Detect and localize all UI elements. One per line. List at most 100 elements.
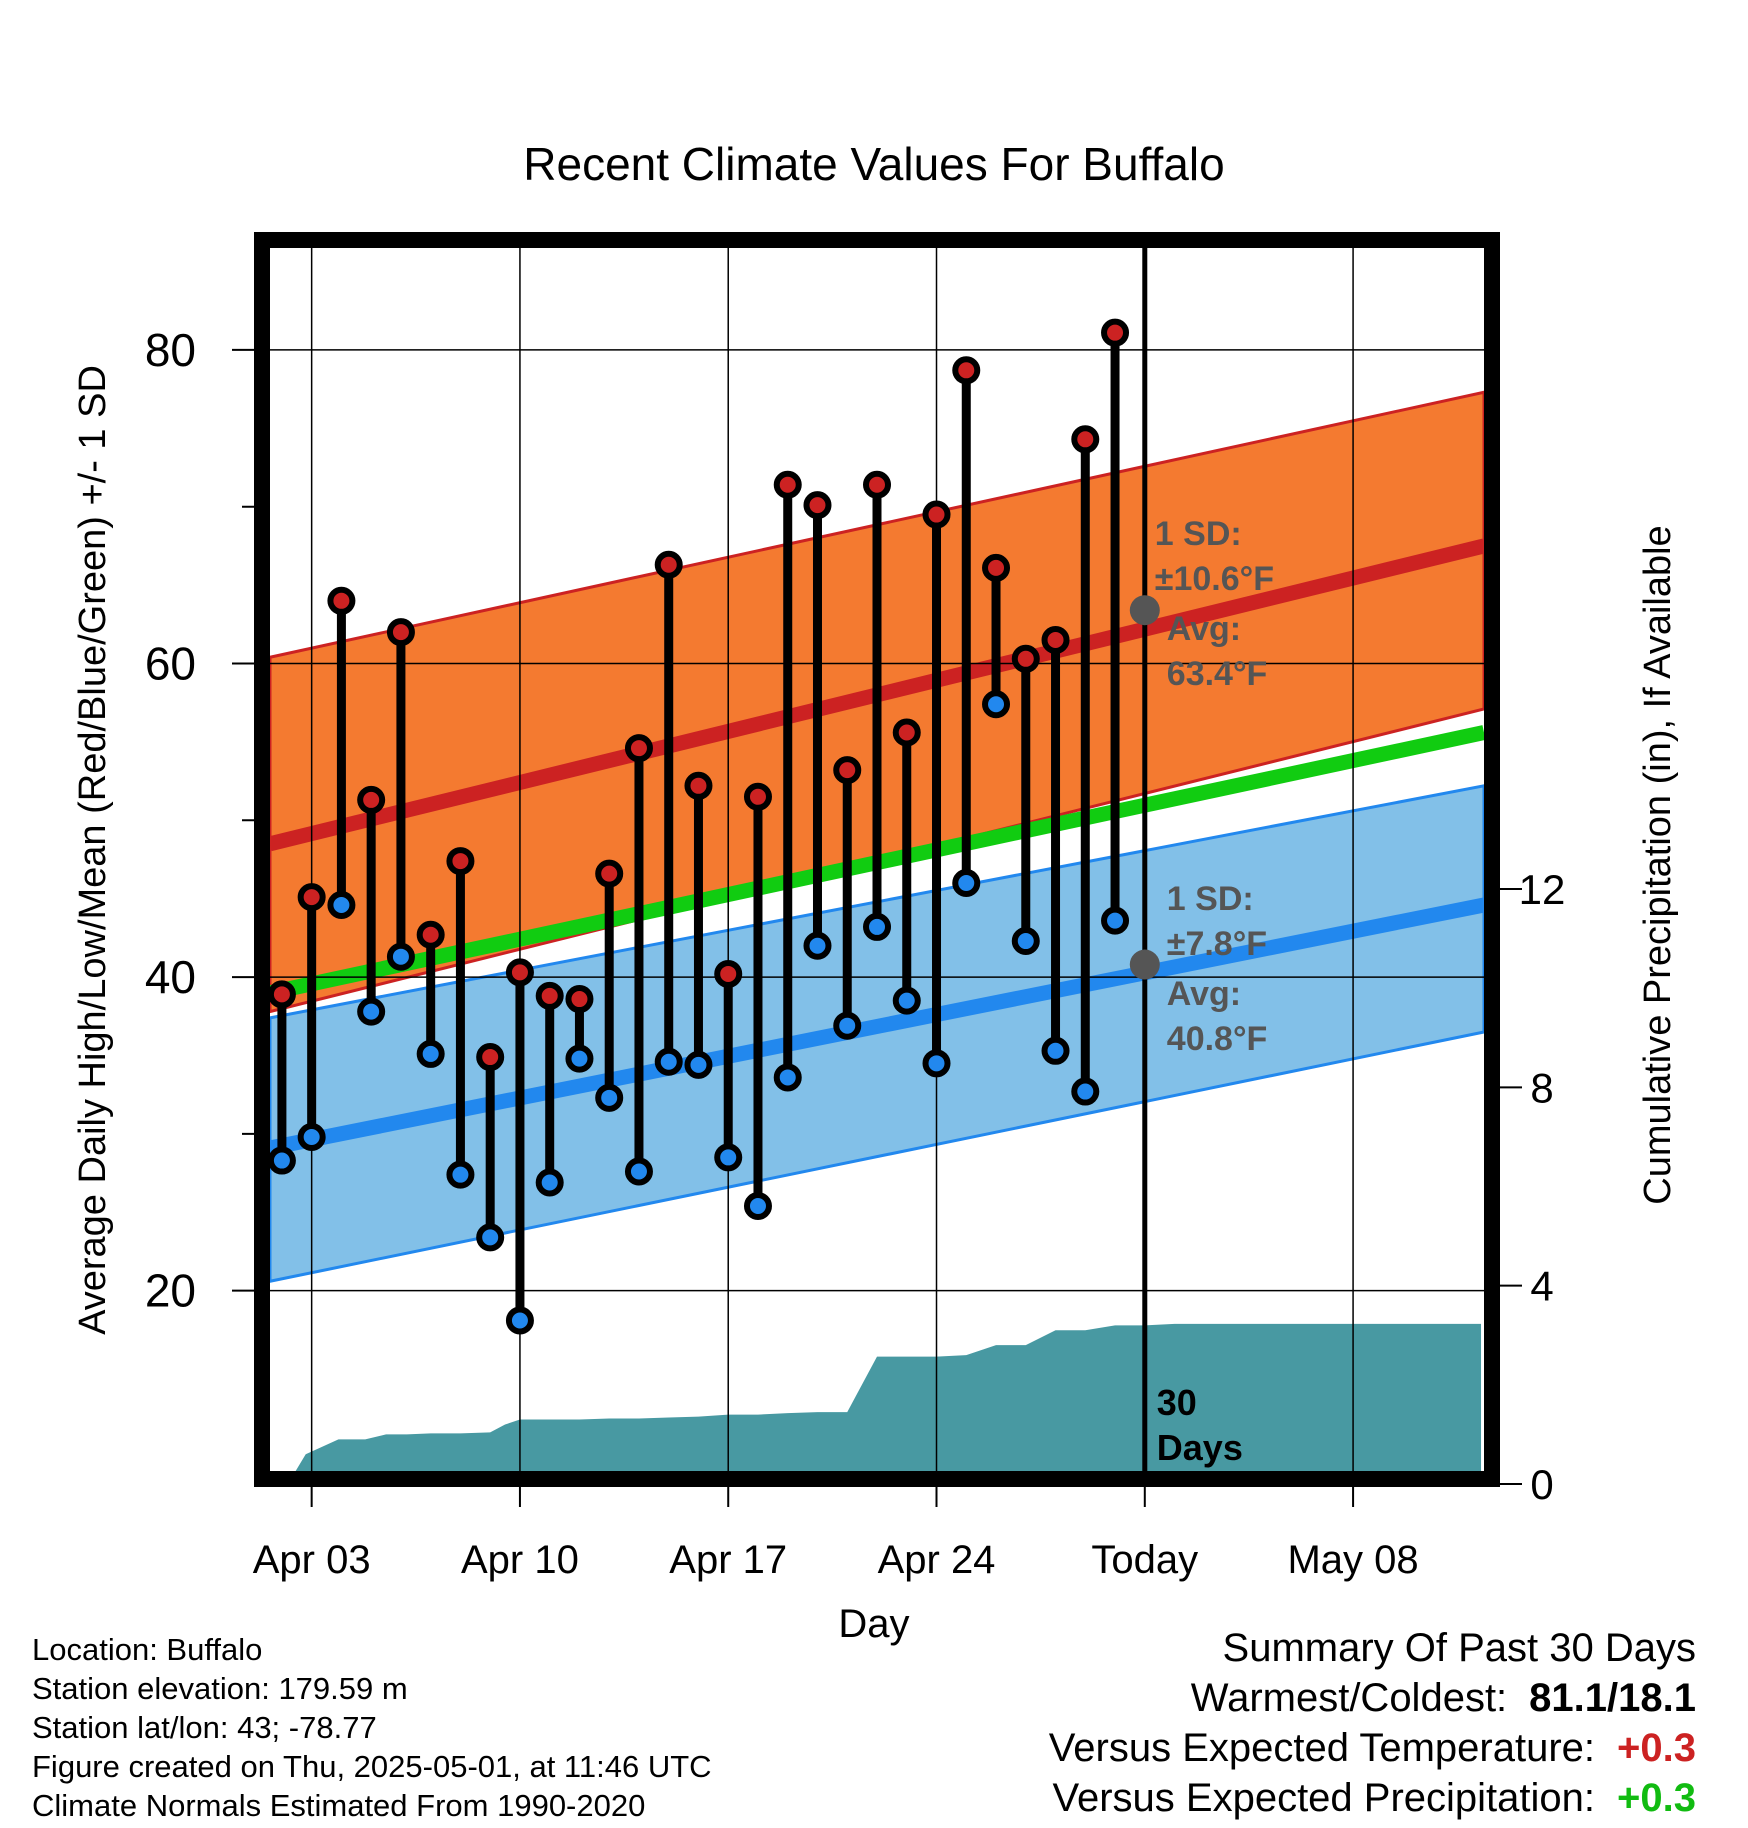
- low-point: [535, 1168, 564, 1197]
- high-point: [595, 859, 624, 888]
- high-avg-label: Avg:: [1167, 610, 1241, 648]
- high-sd-label: 1 SD:: [1155, 515, 1242, 553]
- low-point: [446, 1160, 475, 1189]
- low-point: [416, 1039, 445, 1068]
- low-point: [1011, 927, 1040, 956]
- high-point: [357, 785, 386, 814]
- days-word-label: Days: [1157, 1427, 1243, 1468]
- low-point: [863, 912, 891, 941]
- high-point: [1011, 644, 1040, 673]
- high-point: [863, 470, 891, 499]
- high-point: [386, 618, 415, 647]
- low-point: [803, 931, 832, 960]
- low-point: [684, 1050, 713, 1079]
- x-tick-label: Apr 17: [669, 1538, 787, 1582]
- high-point: [922, 500, 951, 529]
- latlon-text: Station lat/lon: 43; -78.77: [32, 1710, 377, 1745]
- low-point: [267, 1146, 296, 1175]
- low-point: [892, 986, 921, 1015]
- plot-frame: [254, 232, 1500, 1487]
- normals-period-text: Climate Normals Estimated From 1990-2020: [32, 1788, 646, 1823]
- high-point: [684, 771, 713, 800]
- x-tick-label: May 08: [1287, 1538, 1418, 1582]
- y2-tick-label: 4: [1530, 1263, 1553, 1310]
- high-point: [714, 959, 743, 988]
- x-axis-label: Day: [838, 1602, 909, 1646]
- high-point: [1041, 625, 1070, 654]
- precip-anomaly-label: Versus Expected Precipitation:: [1052, 1776, 1596, 1820]
- low-sd-label: 1 SD:: [1167, 880, 1254, 918]
- low-average-line: [268, 897, 1486, 1156]
- high-point: [267, 980, 296, 1009]
- high-point: [743, 782, 772, 811]
- high-point: [982, 553, 1011, 582]
- summary-warmest-coldest: Warmest/Coldest: 81.1/18.1: [1049, 1673, 1696, 1723]
- low-point: [1041, 1036, 1070, 1065]
- summary-precip: Versus Expected Precipitation: +0.3: [1049, 1773, 1697, 1823]
- x-tick-label: Apr 10: [461, 1538, 579, 1582]
- temp-anomaly-value: +0.3: [1617, 1726, 1696, 1770]
- high-point: [1101, 318, 1130, 347]
- precipitation-area: [272, 1323, 1482, 1484]
- low-point: [654, 1047, 683, 1076]
- x-tick-label: Apr 03: [253, 1538, 371, 1582]
- y2-tick-label: 0: [1530, 1461, 1553, 1508]
- low-point: [773, 1063, 802, 1092]
- high-point: [297, 883, 326, 912]
- low-point: [952, 869, 981, 898]
- high-point: [624, 734, 653, 763]
- y2-axis-label: Cumulative Precipitation (in), If Availa…: [1637, 525, 1679, 1204]
- high-point: [773, 470, 802, 499]
- location-text: Location: Buffalo: [32, 1632, 263, 1667]
- low-point: [1071, 1077, 1100, 1106]
- summary-title: Summary Of Past 30 Days: [1222, 1626, 1696, 1670]
- x-tick-label: Apr 24: [878, 1538, 996, 1582]
- low-point: [386, 942, 415, 971]
- low-point: [505, 1306, 534, 1335]
- elevation-text: Station elevation: 179.59 m: [32, 1671, 408, 1706]
- high-point: [1071, 425, 1100, 454]
- high-point: [416, 920, 445, 949]
- low-point: [922, 1049, 951, 1078]
- low-point: [624, 1157, 653, 1186]
- low-point: [357, 997, 386, 1026]
- high-today-average-marker: [1129, 595, 1160, 626]
- high-point: [505, 958, 534, 987]
- high-point: [952, 356, 981, 385]
- station-info: Location: Buffalo Station elevation: 179…: [32, 1630, 712, 1825]
- low-today-average-marker: [1129, 949, 1160, 980]
- precip-anomaly-value: +0.3: [1617, 1776, 1696, 1820]
- low-point: [743, 1192, 772, 1221]
- low-point: [595, 1083, 624, 1112]
- high-point: [565, 985, 594, 1014]
- y-tick-label: 80: [145, 324, 196, 376]
- high-point: [476, 1043, 505, 1072]
- temp-anomaly-label: Versus Expected Temperature:: [1048, 1726, 1596, 1770]
- high-avg-value: 63.4°F: [1167, 655, 1268, 693]
- low-avg-value: 40.8°F: [1167, 1020, 1268, 1058]
- high-point: [654, 550, 683, 579]
- y2-tick-label: 12: [1519, 866, 1566, 913]
- high-point: [446, 847, 475, 876]
- high-point: [833, 756, 862, 785]
- high-point: [535, 981, 564, 1010]
- y2-tick-label: 8: [1530, 1064, 1553, 1111]
- low-avg-label: Avg:: [1167, 975, 1241, 1013]
- y-axis-label: Average Daily High/Low/Mean (Red/Blue/Gr…: [72, 365, 114, 1335]
- x-tick-label: Today: [1091, 1538, 1198, 1582]
- low-point: [565, 1044, 594, 1073]
- warmest-coldest-value: 81.1/18.1: [1529, 1676, 1696, 1720]
- y-tick-label: 20: [145, 1265, 196, 1317]
- low-sd-value: ±7.8°F: [1167, 925, 1267, 963]
- low-point: [327, 890, 356, 919]
- warmest-coldest-label: Warmest/Coldest:: [1190, 1676, 1508, 1720]
- plot-area: 20 40 60 80 0 4 8 12 Apr 03 Apr 10 Apr 17 Apr 24 Tod…: [145, 232, 1566, 1582]
- high-sd-value: ±10.6°F: [1155, 560, 1274, 598]
- y-tick-label: 60: [145, 638, 196, 690]
- summary-temp: Versus Expected Temperature: +0.3: [1049, 1723, 1696, 1773]
- low-point: [714, 1143, 743, 1172]
- low-point: [1101, 906, 1130, 935]
- low-point: [476, 1223, 505, 1252]
- high-point: [892, 718, 921, 747]
